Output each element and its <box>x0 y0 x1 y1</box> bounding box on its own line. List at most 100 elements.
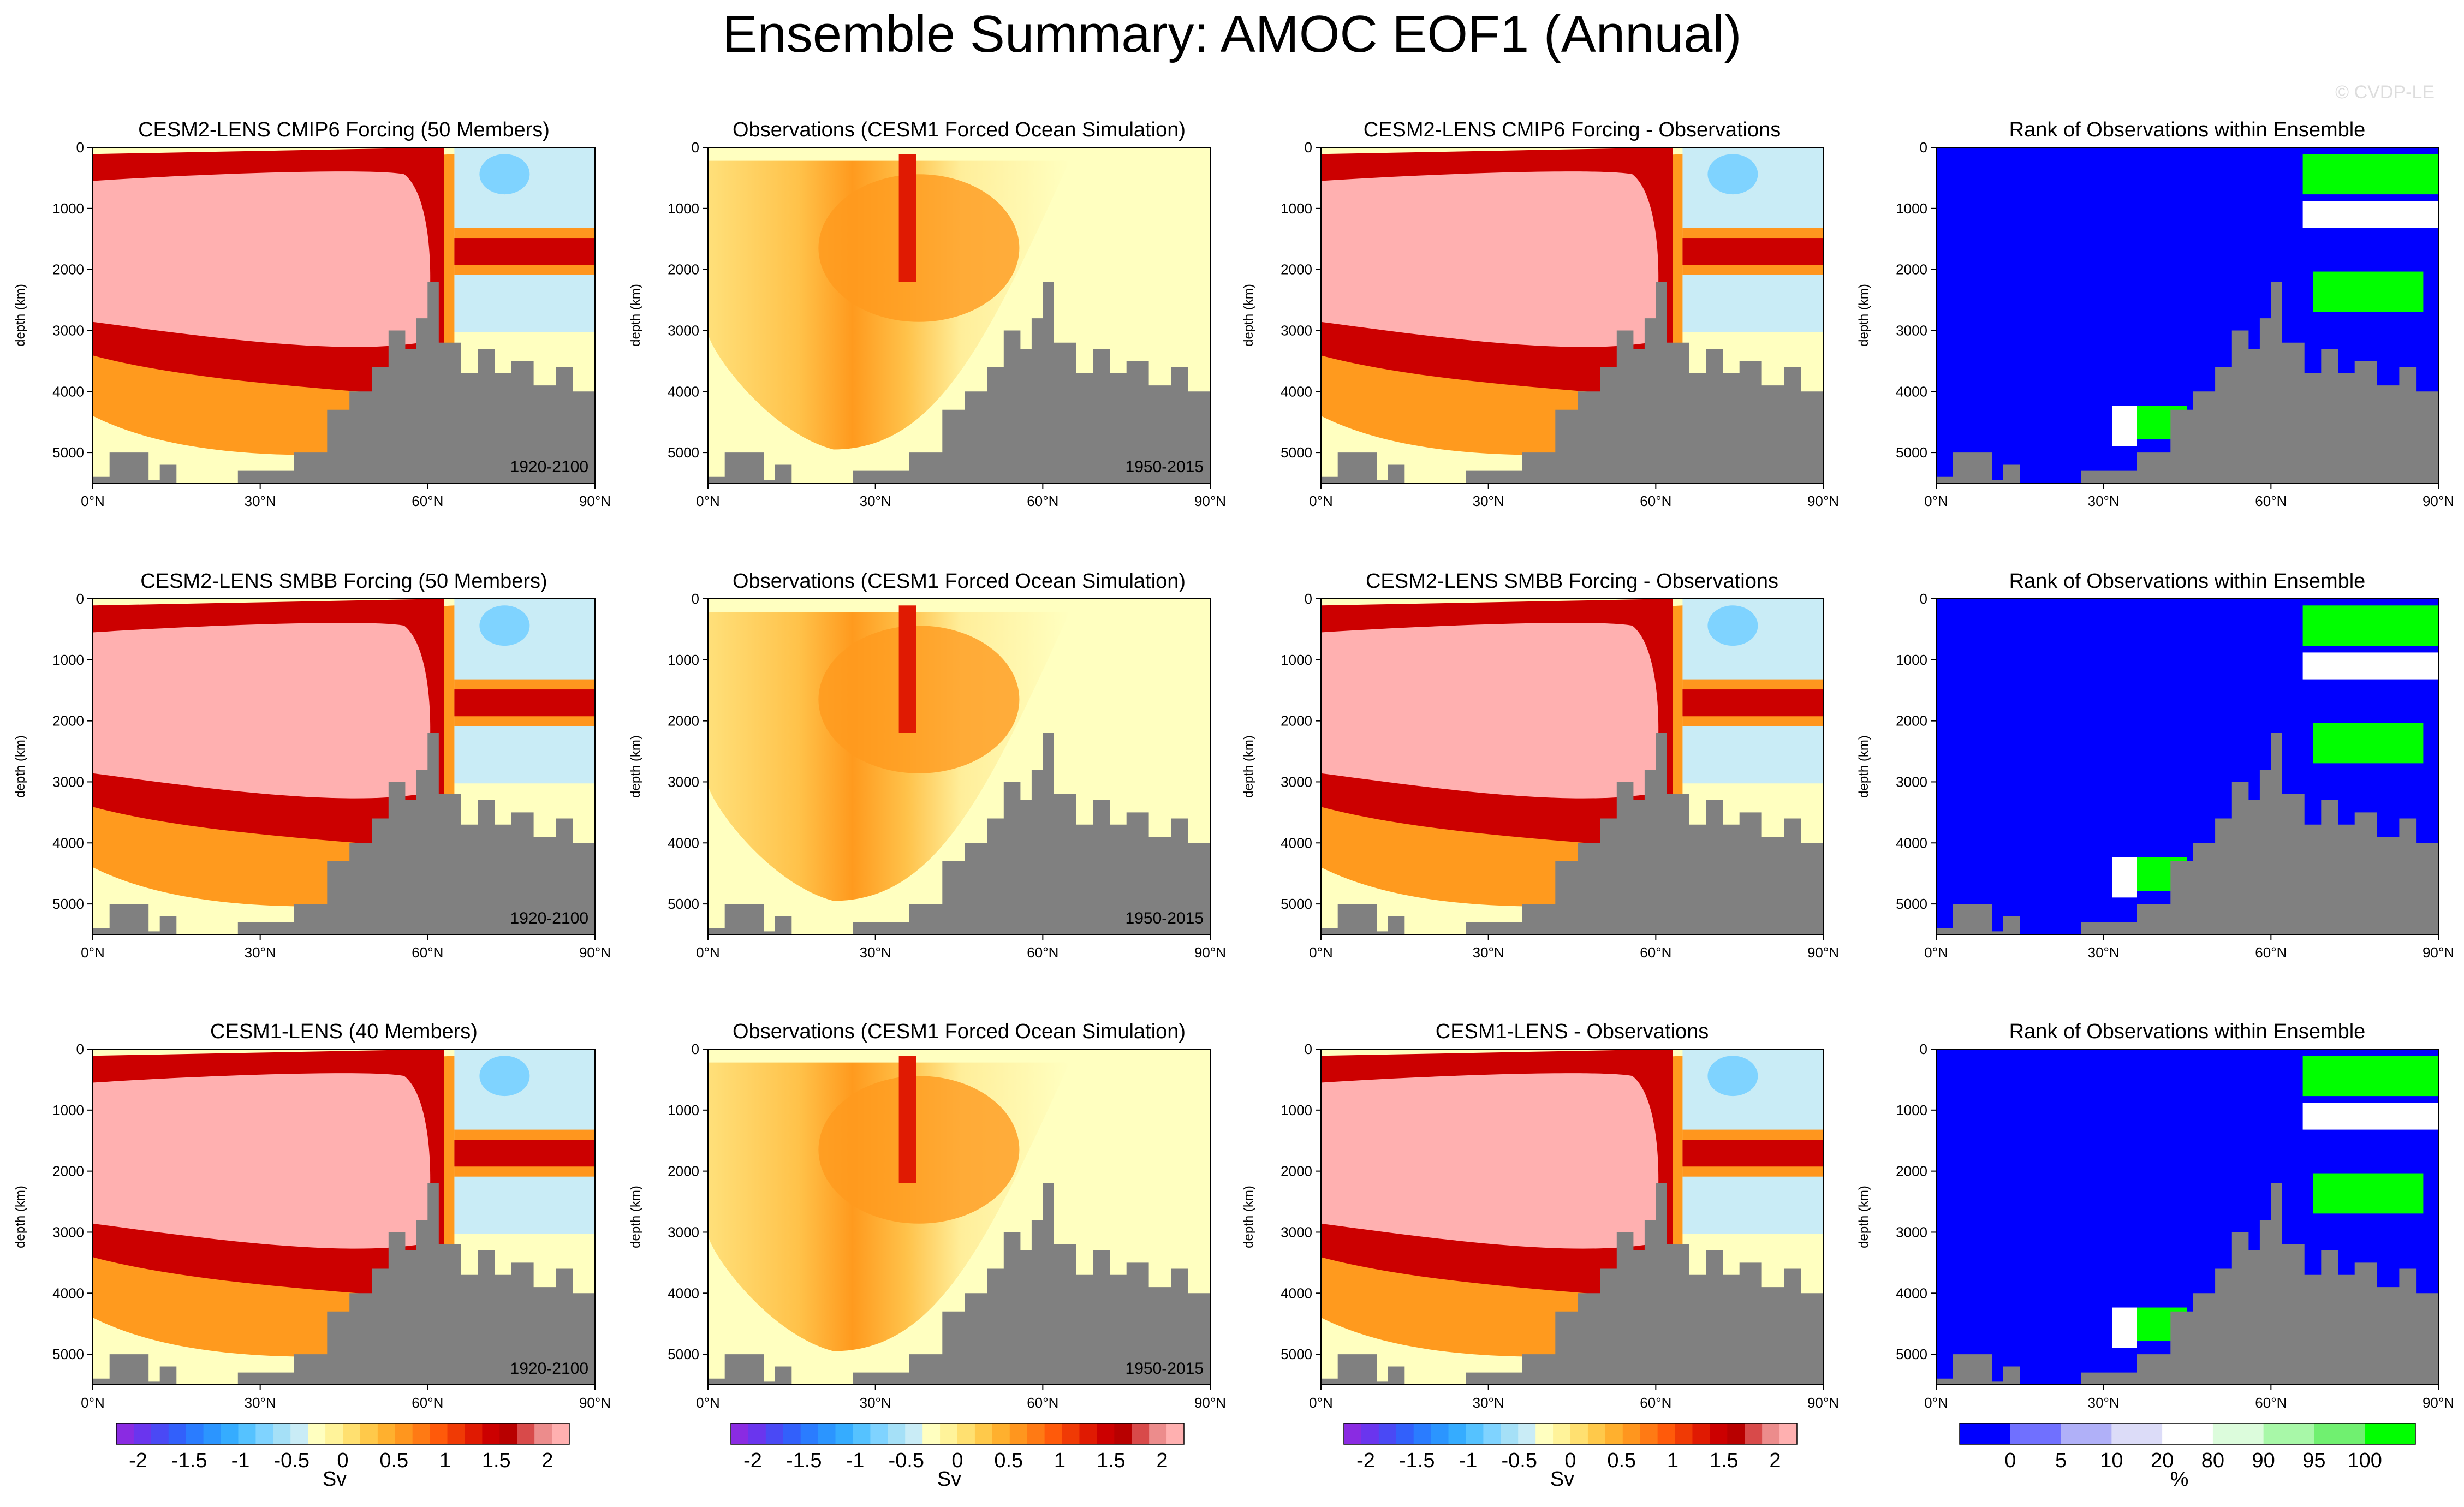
northern-band-core <box>1682 1140 1823 1167</box>
colorbar-tick-label: -2 <box>1356 1449 1375 1472</box>
y-tick-label: 5000 <box>1281 1346 1312 1362</box>
y-tick-label: 5000 <box>1896 444 1927 461</box>
bathymetry <box>708 282 1210 483</box>
y-tick-label: 0 <box>1305 1041 1312 1057</box>
y-tick-label: 2000 <box>1281 1163 1312 1180</box>
colorbar-swatch <box>731 1423 749 1444</box>
y-tick-label: 1000 <box>668 1102 699 1118</box>
colorbar-swatch <box>1466 1423 1484 1444</box>
x-tick-label: 90°N <box>2423 1395 2454 1411</box>
plot-frame <box>1936 147 2439 484</box>
x-tick-label: 90°N <box>1807 493 1839 509</box>
y-tick-label: 3000 <box>1281 773 1312 790</box>
colorbar-swatch <box>870 1423 888 1444</box>
colorbar-swatch <box>835 1423 853 1444</box>
panel: CESM2-LENS SMBB Forcing (50 Members) 0 100… <box>13 570 611 961</box>
colorbar-tick-label: 0.5 <box>379 1449 408 1472</box>
y-tick-label: 3000 <box>1896 322 1927 338</box>
colorbar-label: Sv <box>1550 1468 1574 1491</box>
colorbar-swatch <box>2162 1423 2213 1444</box>
colorbar-tick-label: -0.5 <box>889 1449 924 1472</box>
panel-title: Rank of Observations within Ensemble <box>2009 570 2366 593</box>
colorbar-swatch <box>430 1423 448 1444</box>
colorbar-swatch <box>133 1423 152 1444</box>
colorbar-swatch <box>1501 1423 1519 1444</box>
colorbar-tick-label: 0 <box>1564 1449 1576 1472</box>
y-axis-label: depth (km) <box>1241 1186 1256 1248</box>
colorbar-swatch <box>290 1423 308 1444</box>
colorbar-frame <box>116 1423 570 1445</box>
x-tick-label: 30°N <box>1473 493 1504 509</box>
y-axis-label: depth (km) <box>13 1186 28 1248</box>
colorbar-swatch <box>1570 1423 1588 1444</box>
panel-title: Observations (CESM1 Forced Ocean Simulat… <box>733 118 1186 141</box>
colorbar-swatch <box>534 1423 552 1444</box>
watermark: © CVDP-LE <box>2335 82 2435 103</box>
colorbar-tick-label: 1 <box>1054 1449 1066 1472</box>
panel-title: Rank of Observations within Ensemble <box>2009 1020 2366 1043</box>
x-tick-label: 0°N <box>696 493 720 509</box>
x-tick-label: 0°N <box>81 493 105 509</box>
y-tick-label: 4000 <box>668 383 699 400</box>
sv-colorbar: -2 -1.5 -1 -0.5 0 0.5 1 1.5 2 Sv <box>730 1423 1185 1491</box>
plot-frame <box>92 147 596 484</box>
colorbar-tick-label: -0.5 <box>274 1449 310 1472</box>
colorbar-swatch <box>818 1423 836 1444</box>
x-tick-label: 30°N <box>860 944 891 961</box>
panel: Observations (CESM1 Forced Ocean Simulat… <box>628 118 1226 509</box>
x-tick-label: 90°N <box>1194 944 1226 961</box>
y-tick-label: 3000 <box>1896 773 1927 790</box>
colorbar-swatch <box>1483 1423 1501 1444</box>
colorbar-frame <box>1959 1423 2416 1445</box>
y-axis-label: depth (km) <box>628 735 643 798</box>
colorbar-swatch <box>238 1423 256 1444</box>
y-tick-label: 1000 <box>1281 200 1312 217</box>
colorbar-swatch <box>1114 1423 1132 1444</box>
colorbar-tick-label: 2 <box>1156 1449 1168 1472</box>
bathymetry <box>1321 733 1823 934</box>
colorbar-swatch <box>1535 1423 1554 1444</box>
y-tick-label: 3000 <box>1281 1224 1312 1240</box>
period-label: 1950-2015 <box>1126 909 1204 927</box>
colorbar-swatch <box>2010 1423 2062 1444</box>
period-label: 1920-2100 <box>510 909 588 927</box>
panel: CESM1-LENS (40 Members) 0 1000 2000 3000 4000… <box>13 1020 611 1411</box>
plot-frame <box>92 598 596 935</box>
x-tick-label: 0°N <box>81 1395 105 1411</box>
colorbar-swatch <box>1448 1423 1466 1444</box>
rank-mid-region <box>2112 1307 2137 1348</box>
panel: CESM2-LENS CMIP6 Forcing - Observations 0… <box>1241 118 1839 509</box>
x-tick-label: 90°N <box>579 493 611 509</box>
x-tick-label: 30°N <box>1473 1395 1504 1411</box>
colorbar-tick-label: 1.5 <box>482 1449 511 1472</box>
x-tick-label: 60°N <box>1027 493 1058 509</box>
colorbar-tick-label: 2 <box>1769 1449 1781 1472</box>
positive-core <box>818 1076 1020 1224</box>
colorbar-swatch <box>1149 1423 1167 1444</box>
colorbar-tick-label: 0.5 <box>1607 1449 1636 1472</box>
x-tick-label: 90°N <box>1807 944 1839 961</box>
panel-title: Observations (CESM1 Forced Ocean Simulat… <box>733 570 1186 593</box>
panel: CESM2-LENS SMBB Forcing - Observations 0 1… <box>1241 570 1839 961</box>
y-tick-label: 5000 <box>52 896 84 912</box>
y-tick-label: 2000 <box>1281 261 1312 278</box>
panel-title: Rank of Observations within Ensemble <box>2009 118 2366 141</box>
negative-core <box>479 605 530 646</box>
x-tick-label: 0°N <box>1924 1395 1948 1411</box>
y-tick-label: 0 <box>692 1041 699 1057</box>
colorbar-tick-label: 95 <box>2302 1449 2325 1472</box>
plot-frame <box>707 147 1211 484</box>
y-tick-label: 1000 <box>52 1102 84 1118</box>
colorbar-swatch <box>1027 1423 1045 1444</box>
y-tick-label: 1000 <box>52 652 84 668</box>
colorbar-swatch <box>783 1423 801 1444</box>
colorbar-swatch <box>1762 1423 1780 1444</box>
plot-frame <box>1320 598 1824 935</box>
y-tick-label: 4000 <box>1896 1285 1927 1301</box>
colorbar-swatch <box>1779 1423 1798 1444</box>
colorbar-swatch <box>465 1423 483 1444</box>
colorbar-swatch <box>1605 1423 1623 1444</box>
colorbar-swatch <box>1553 1423 1571 1444</box>
colorbar-tick-label: 10 <box>2100 1449 2123 1472</box>
colorbar-swatch <box>888 1423 906 1444</box>
